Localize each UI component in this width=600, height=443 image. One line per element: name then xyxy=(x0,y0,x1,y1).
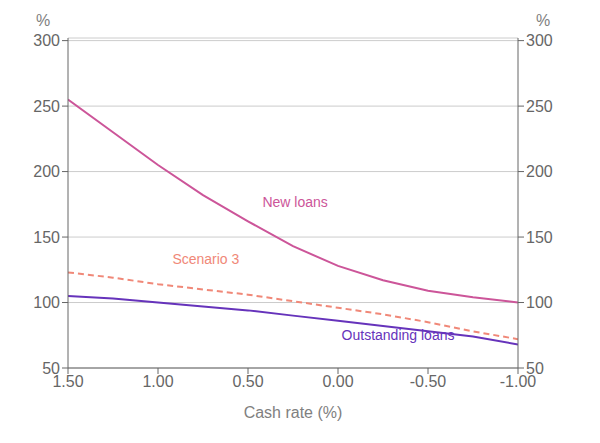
svg-text:Cash rate (%): Cash rate (%) xyxy=(244,404,343,421)
svg-text:100: 100 xyxy=(33,294,60,311)
svg-text:%: % xyxy=(36,12,50,29)
svg-text:250: 250 xyxy=(33,98,60,115)
svg-text:1.50: 1.50 xyxy=(52,373,84,391)
svg-text:300: 300 xyxy=(33,32,60,49)
svg-text:0.50: 0.50 xyxy=(232,373,263,390)
svg-text:0.00: 0.00 xyxy=(322,373,353,390)
svg-text:50: 50 xyxy=(42,360,60,377)
svg-text:Outstanding loans: Outstanding loans xyxy=(342,327,455,343)
svg-text:200: 200 xyxy=(33,163,60,180)
svg-text:1.00: 1.00 xyxy=(142,373,173,390)
svg-text:250: 250 xyxy=(526,98,553,115)
svg-text:%: % xyxy=(536,12,550,29)
svg-text:300: 300 xyxy=(526,32,553,49)
svg-text:200: 200 xyxy=(526,163,553,180)
svg-text:50: 50 xyxy=(526,360,544,377)
svg-text:Scenario 3: Scenario 3 xyxy=(172,251,239,267)
svg-text:-0.50: -0.50 xyxy=(410,373,447,390)
svg-text:-1.00: -1.00 xyxy=(499,373,537,391)
svg-text:150: 150 xyxy=(33,229,60,246)
svg-text:150: 150 xyxy=(526,229,553,246)
svg-text:100: 100 xyxy=(526,294,553,311)
svg-text:New loans: New loans xyxy=(262,194,327,210)
